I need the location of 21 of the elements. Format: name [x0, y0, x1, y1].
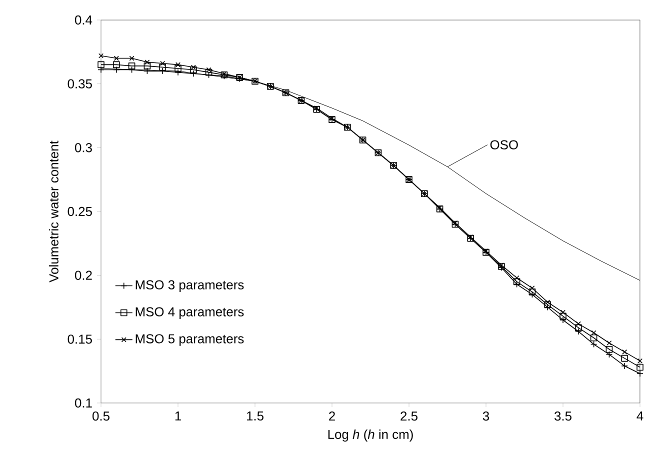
y-tick-label: 0.25 — [68, 206, 92, 216]
y-tick-label: 0.15 — [68, 334, 92, 344]
x-tick-label: 3 — [482, 411, 490, 421]
y-tick-label: 0.2 — [74, 270, 92, 280]
y-axis-title: Volumetric water content — [48, 140, 58, 282]
x-tick-label: 2 — [329, 411, 335, 421]
legend-label: MSO 5 parameters — [136, 334, 244, 346]
legend-label: MSO 4 parameters — [136, 307, 244, 319]
y-tick-label: 0.4 — [74, 15, 92, 25]
x-tick-label: 3.5 — [554, 411, 572, 421]
x-tick-label: 4 — [636, 412, 644, 420]
legend-label: MSO 3 parameters — [136, 280, 244, 292]
x-axis-title: Log h (h in cm) — [328, 429, 413, 442]
y-tick-label: 0.35 — [68, 79, 92, 88]
x-tick-label: 0.5 — [92, 411, 110, 421]
x-tick-label: 1 — [175, 412, 181, 420]
y-tick-label: 0.3 — [74, 143, 92, 152]
x-tick-label: 2.5 — [400, 411, 418, 421]
x-tick-label: 1.5 — [246, 412, 264, 421]
annotation: OSO — [490, 140, 518, 150]
y-tick-label: 0.1 — [74, 398, 92, 408]
